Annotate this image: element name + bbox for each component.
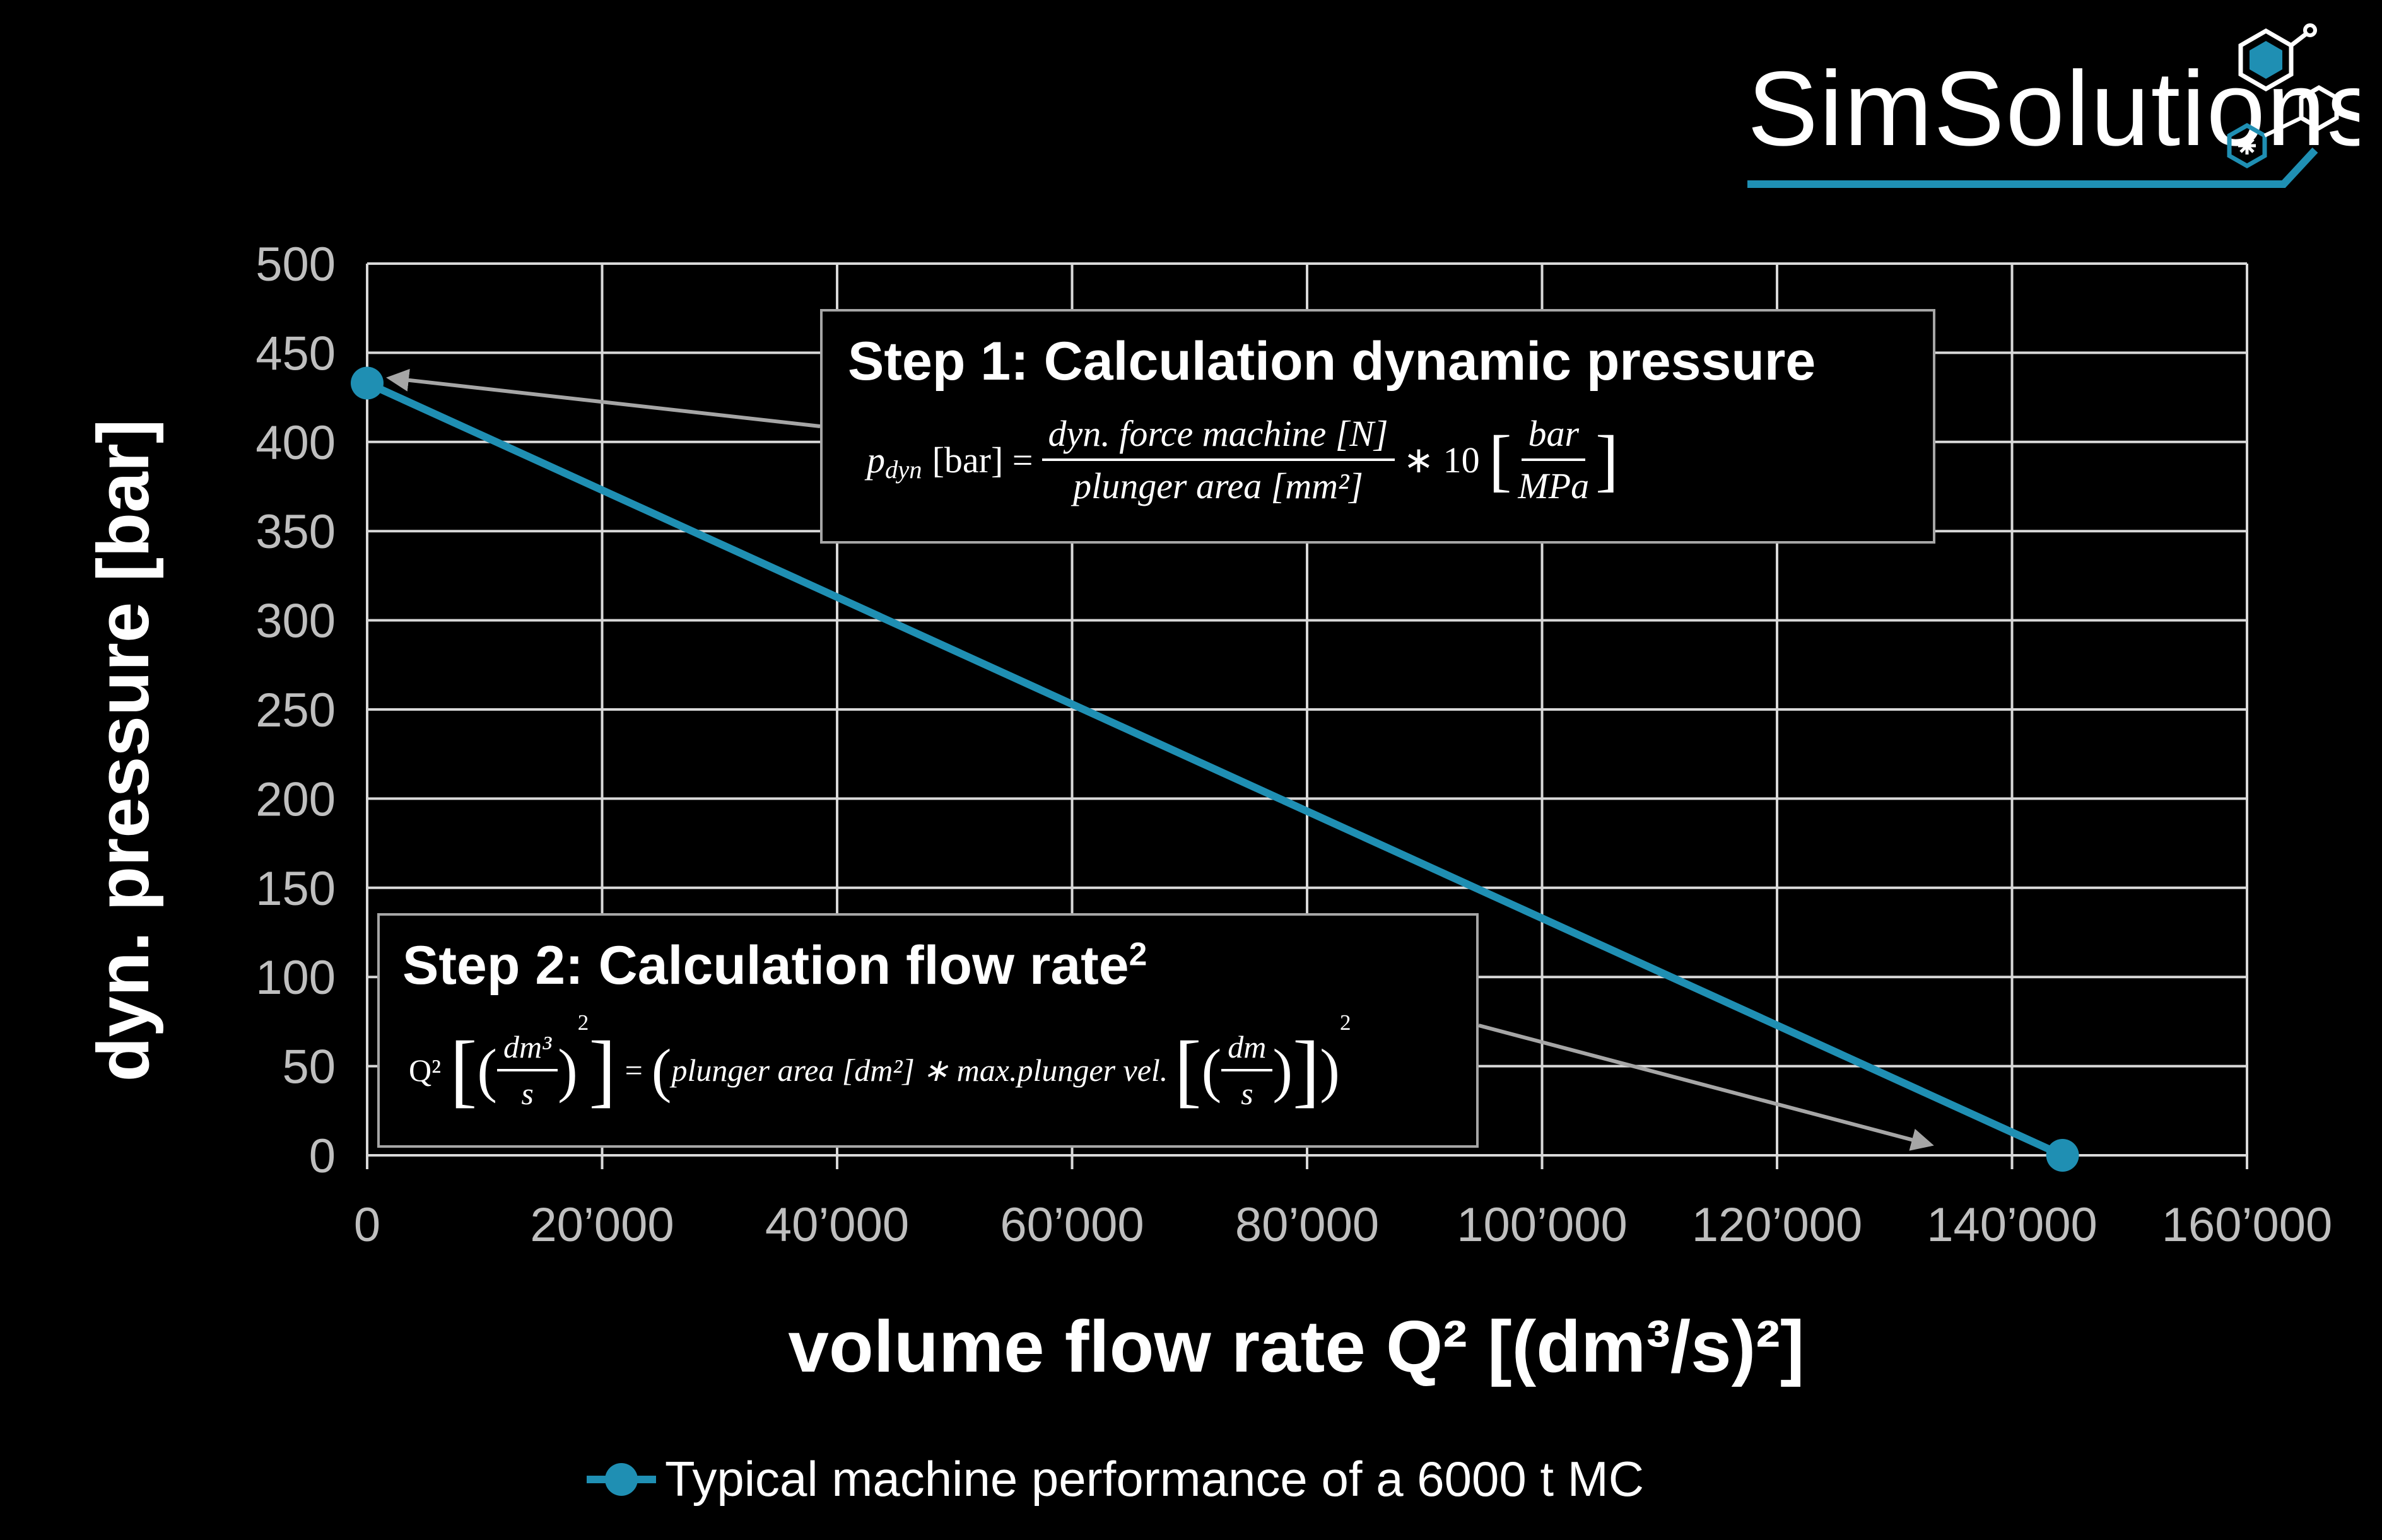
formula2-unit-fraction: dm³ s [497, 1029, 558, 1112]
formula2-paren-close: ) [558, 1037, 578, 1104]
formula2-sq2: 2 [1339, 1010, 1351, 1035]
y-tick-label: 350 [255, 505, 336, 559]
formula2-bracket2-close: ] [1293, 1025, 1320, 1116]
formula1-denominator: plunger area [mm²] [1073, 465, 1363, 506]
annotation-arrow-2 [1478, 1024, 1934, 1151]
x-tick-label: 140’000 [1927, 1198, 2097, 1252]
annotation-step2-title: Step 2: Calculation flow rate2 [402, 935, 1147, 997]
formula1-unit-numerator: bar [1522, 412, 1586, 461]
formula1-numerator: dyn. force machine [N] [1041, 412, 1395, 461]
formula2-sq: 2 [577, 1010, 589, 1035]
formula2-unit-denominator: s [521, 1076, 534, 1111]
formula2-bracket-open: [ [450, 1025, 478, 1116]
formula1-fraction: dyn. force machine [N] plunger area [mm²… [1041, 412, 1395, 507]
data-point [2046, 1139, 2079, 1172]
x-tick-label: 100’000 [1457, 1198, 1628, 1252]
y-axis-label: dyn. pressure [bar] [82, 419, 164, 1082]
formula2-vel-numerator: dm [1221, 1029, 1273, 1071]
hexagon-cluster-icon [2227, 23, 2339, 169]
formula1-lhs-unit: [bar] = [932, 439, 1033, 481]
annotation-step1-title: Step 1: Calculation dynamic pressure [848, 331, 1816, 392]
formula2-paren2-open: ( [1201, 1037, 1222, 1104]
formula2-bracket-close: ] [589, 1025, 616, 1116]
x-tick-labels: 0 20’000 40’000 60’000 80’000 100’000 120’000 1… [354, 1198, 2332, 1252]
formula2-term1: plunger area [dm²] ∗ max.plunger vel. [671, 1053, 1168, 1088]
y-tick-labels: 0 50 100 150 200 250 300 350 400 450 500 [255, 238, 336, 1183]
x-tick-label: 120’000 [1692, 1198, 1863, 1252]
y-tick-label: 100 [255, 951, 336, 1005]
annotation-step2-title-text: Step 2: Calculation flow rate [402, 935, 1129, 996]
formula1-bracket-close: ] [1595, 421, 1619, 498]
formula1-lhs: p [867, 439, 885, 481]
formula1-unit-fraction: bar MPa [1511, 412, 1595, 507]
y-tick-label: 450 [255, 327, 336, 380]
annotation-arrows [386, 368, 1934, 1151]
series-line-0 [365, 380, 2065, 1159]
y-tick-label: 500 [255, 238, 336, 291]
formula1-lhs-sub: dyn [885, 455, 922, 484]
formula2-paren2-close: ) [1272, 1037, 1293, 1104]
formula2-vel-fraction: dm s [1221, 1029, 1273, 1112]
formula2-paren-open: ( [477, 1037, 498, 1104]
formula2-paren-outer-close: ) [1320, 1037, 1340, 1104]
y-tick-label: 400 [255, 416, 336, 470]
y-tick-label: 50 [282, 1041, 336, 1094]
simsolutions-logo: SimSolutions [1747, 23, 2359, 188]
legend-marker-icon [587, 1462, 656, 1496]
x-tick-label: 160’000 [2162, 1198, 2333, 1252]
x-tick-label: 20’000 [530, 1198, 674, 1252]
formula2-unit-numerator: dm³ [497, 1029, 558, 1071]
x-tick-label: 40’000 [765, 1198, 909, 1252]
formula2-vel-denominator: s [1241, 1076, 1253, 1111]
x-tick-label: 0 [354, 1198, 380, 1252]
y-tick-label: 200 [255, 773, 336, 826]
y-tick-label: 150 [255, 862, 336, 916]
legend: Typical machine performance of a 6000 t … [587, 1450, 1644, 1508]
annotation-arrow-1 [386, 368, 821, 428]
data-point [351, 366, 384, 400]
formula1-unit-denominator: MPa [1518, 465, 1590, 506]
y-tick-label: 0 [309, 1129, 336, 1183]
formula2-eq: = [625, 1053, 643, 1088]
formula1-bracket-open: [ [1488, 421, 1512, 498]
x-tick-label: 80’000 [1235, 1198, 1379, 1252]
formula1-times: ∗ 10 [1403, 440, 1480, 481]
formula2-lhs: Q² [409, 1053, 442, 1088]
logo-underline-icon [1747, 147, 2318, 188]
annotation-step1-formula: p dyn [bar] = dyn. force machine [N] plu… [867, 412, 1619, 507]
formula2-paren-outer-open: ( [651, 1037, 672, 1104]
y-tick-label: 300 [255, 595, 336, 648]
series-group [351, 366, 2079, 1172]
annotation-step1-box: Step 1: Calculation dynamic pressure p d… [820, 309, 1935, 544]
y-tick-label: 250 [255, 684, 336, 737]
annotation-step2-title-sup: 2 [1129, 935, 1147, 972]
x-axis-label: volume flow rate Q² [(dm³/s)²] [788, 1305, 1804, 1387]
x-tick-label: 60’000 [1000, 1198, 1144, 1252]
annotation-step2-box: Step 2: Calculation flow rate2 Q² [ ( dm… [377, 913, 1479, 1148]
legend-entry-label: Typical machine performance of a 6000 t … [665, 1451, 1645, 1507]
formula2-bracket2-open: [ [1174, 1025, 1202, 1116]
annotation-step2-formula: Q² [ ( dm³ s ) 2 ] = ( plunger area [dm²… [409, 1010, 1351, 1117]
